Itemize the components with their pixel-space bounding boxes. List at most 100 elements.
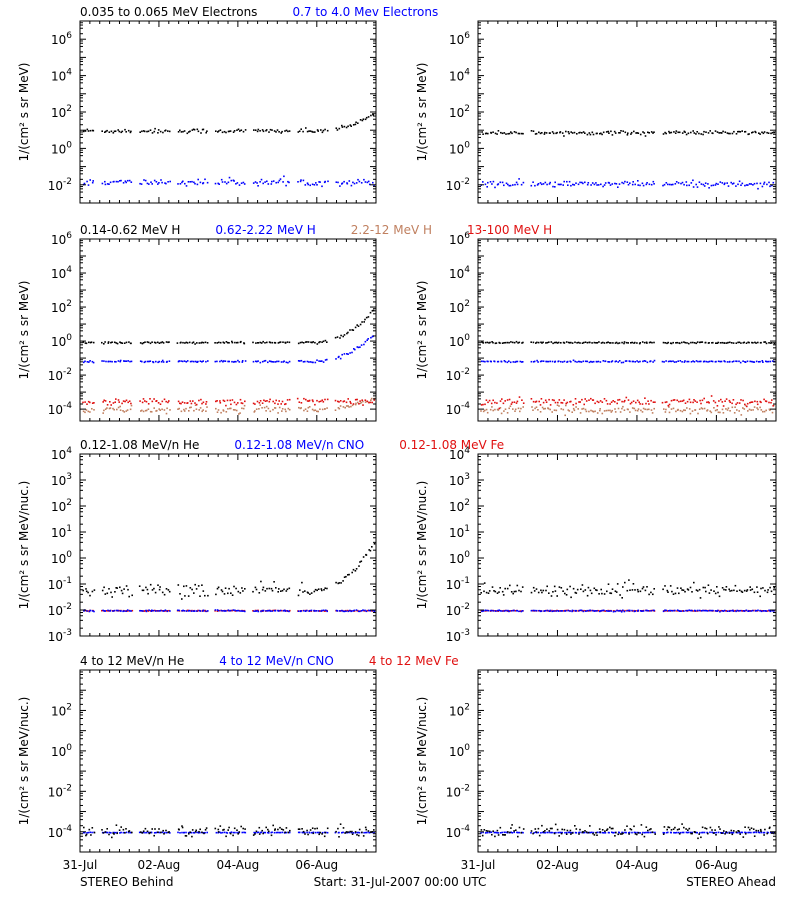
- data-point: [159, 609, 162, 612]
- data-point: [257, 185, 259, 187]
- data-point: [667, 826, 669, 828]
- data-point: [662, 341, 665, 344]
- data-point: [684, 409, 686, 412]
- data-point: [231, 594, 234, 596]
- data-point: [87, 831, 90, 834]
- data-point: [184, 595, 186, 597]
- data-point: [646, 831, 649, 834]
- data-point: [120, 589, 123, 592]
- data-point: [186, 132, 189, 135]
- data-point: [547, 360, 550, 363]
- data-points: [82, 823, 375, 839]
- data-point: [278, 406, 281, 409]
- data-point: [326, 610, 328, 613]
- data-point: [540, 183, 543, 186]
- data-point: [619, 594, 621, 596]
- data-point: [310, 341, 312, 344]
- data-point: [141, 589, 144, 592]
- data-point: [702, 609, 704, 612]
- data-point: [666, 828, 668, 831]
- data-point: [284, 342, 287, 344]
- data-point: [349, 329, 351, 331]
- data-point: [666, 610, 669, 612]
- data-point: [640, 610, 642, 612]
- data-point: [579, 131, 581, 134]
- data-point: [753, 406, 756, 408]
- data-point: [267, 828, 269, 831]
- data-point: [574, 591, 577, 594]
- data-point: [321, 185, 323, 188]
- data-point: [612, 827, 614, 830]
- data-point: [773, 610, 775, 612]
- data-point: [634, 409, 637, 412]
- data-point: [614, 132, 617, 134]
- data-point: [326, 831, 329, 834]
- data-point: [491, 833, 493, 836]
- data-point: [609, 409, 611, 412]
- data-point: [703, 407, 706, 410]
- data-point: [773, 831, 776, 834]
- data-point: [639, 342, 641, 344]
- data-point: [596, 834, 598, 836]
- plot-frame: [79, 669, 377, 853]
- data-point: [272, 824, 274, 827]
- data-point: [220, 832, 222, 834]
- data-point: [372, 181, 374, 184]
- data-point: [110, 130, 113, 133]
- data-point: [751, 588, 754, 591]
- data-point: [555, 610, 557, 612]
- data-point: [480, 832, 482, 834]
- data-point: [113, 831, 116, 834]
- data-point: [124, 610, 127, 612]
- y-tick-label: 106: [449, 231, 470, 247]
- data-point: [681, 132, 684, 134]
- data-point: [710, 589, 712, 591]
- data-point: [231, 399, 234, 401]
- data-point: [259, 400, 262, 402]
- data-point: [760, 341, 762, 344]
- data-point: [645, 831, 647, 834]
- data-point: [241, 831, 244, 834]
- data-point: [131, 609, 134, 612]
- data-point: [607, 361, 609, 363]
- data-point: [306, 341, 308, 343]
- data-point: [319, 610, 321, 612]
- data-point: [698, 408, 701, 410]
- data-point: [581, 398, 583, 401]
- data-point: [738, 341, 741, 344]
- data-point: [357, 325, 360, 327]
- data-point: [364, 399, 367, 401]
- data-point: [590, 397, 592, 400]
- data-point: [565, 831, 568, 834]
- data-point: [238, 184, 241, 186]
- data-point: [517, 831, 519, 834]
- data-point: [228, 342, 230, 344]
- data-point: [110, 591, 112, 594]
- data-point: [350, 831, 353, 834]
- data-point: [665, 401, 668, 403]
- data-point: [637, 832, 640, 834]
- data-point: [557, 401, 559, 404]
- data-point: [596, 412, 599, 414]
- data-point: [139, 610, 141, 612]
- data-point: [686, 184, 688, 187]
- data-point: [584, 181, 586, 184]
- data-point: [503, 132, 506, 134]
- data-point: [609, 184, 612, 186]
- data-point: [285, 410, 287, 413]
- data-point: [362, 609, 364, 611]
- y-tick-label: 10-4: [446, 824, 471, 840]
- data-point: [769, 185, 771, 188]
- data-point: [646, 609, 648, 612]
- data-point: [233, 401, 236, 404]
- data-point: [759, 360, 761, 363]
- data-point: [144, 179, 147, 182]
- data-point: [355, 121, 357, 124]
- data-point: [560, 342, 562, 344]
- data-point: [278, 179, 281, 182]
- data-point: [492, 131, 494, 133]
- data-point: [219, 129, 222, 131]
- footer-center: Start: 31-Jul-2007 00:00 UTC: [314, 875, 487, 889]
- data-point: [93, 610, 95, 613]
- data-point: [669, 360, 671, 362]
